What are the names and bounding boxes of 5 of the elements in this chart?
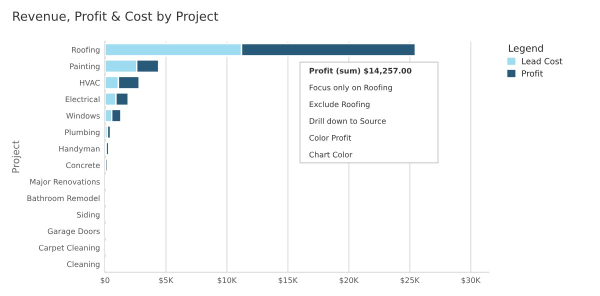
legend-title: Legend — [508, 44, 543, 54]
chart-title: Revenue, Profit & Cost by Project — [13, 11, 218, 24]
y-axis-title: Project — [12, 140, 22, 173]
legend-label: Profit — [522, 70, 543, 77]
legend-label: Lead Cost — [522, 58, 562, 64]
